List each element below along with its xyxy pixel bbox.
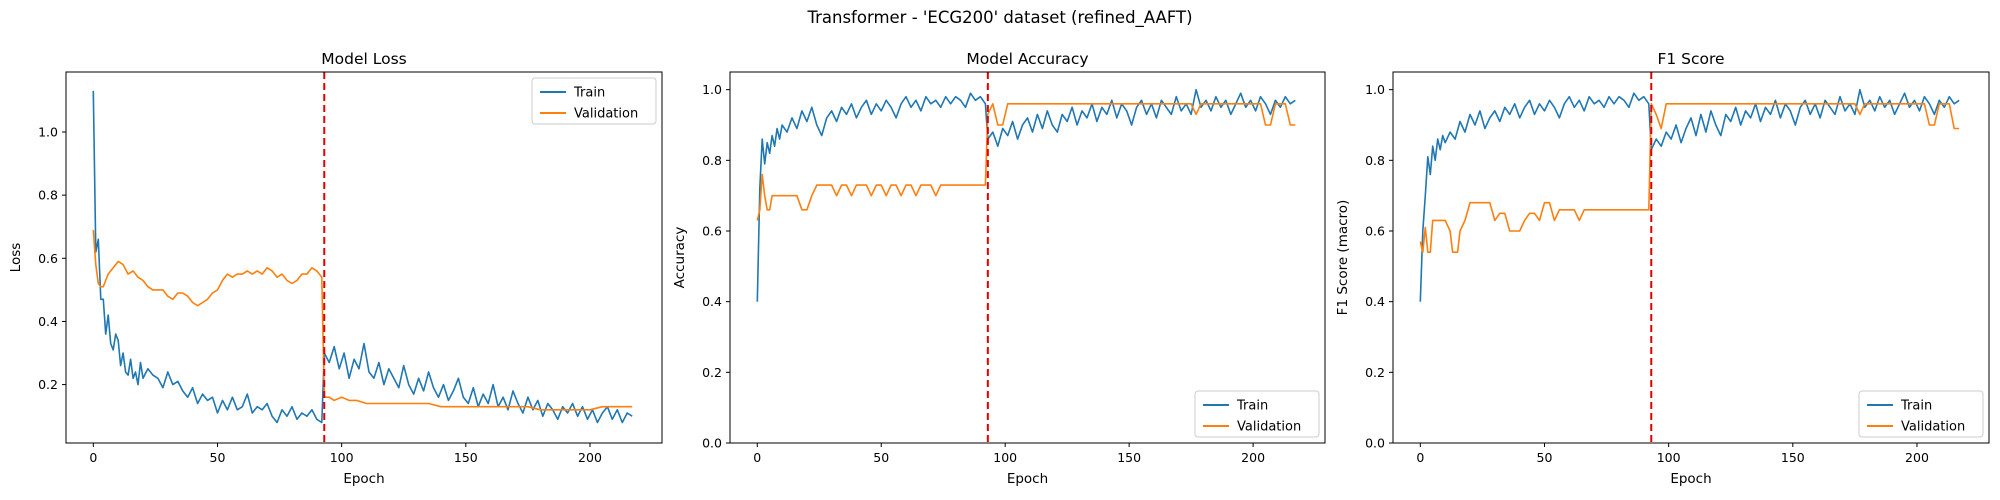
chart-title: Model Loss [321,50,406,68]
x-tick-label: 150 [1117,450,1141,465]
y-axis-label: F1 Score (macro) [1335,200,1351,316]
series-line-validation [1419,103,1960,253]
legend-label-validation: Validation [574,107,638,122]
y-tick-label: 0.8 [702,153,722,168]
y-tick-label: 1.0 [702,82,722,97]
x-tick-label: 200 [1241,450,1265,465]
figure-title: Transformer - 'ECG200' dataset (refined_… [807,8,1193,27]
y-tick-label: 0.8 [38,188,58,203]
x-tick-label: 0 [1416,450,1424,465]
x-tick-label: 200 [578,450,602,465]
x-tick-label: 0 [89,450,97,465]
y-tick-label: 0.2 [702,365,722,380]
x-tick-label: 50 [873,450,889,465]
legend-label-train: Train [1900,399,1932,414]
y-tick-label: 0.4 [702,294,722,309]
legend-label-validation: Validation [1237,420,1301,435]
series-line-train [756,88,1296,302]
x-tick-label: 150 [454,450,478,465]
legend-label-validation: Validation [1901,420,1965,435]
axes-frame [65,71,663,444]
legend: Train Validation [1858,390,1984,438]
chart-title: Model Accuracy [966,50,1088,68]
y-tick-label: 0.0 [1365,436,1385,451]
series-line-validation [92,229,633,411]
legend: Train Validation [531,77,657,125]
plot-area [756,72,1296,443]
x-axis-label: Epoch [1670,471,1711,487]
chart-model-accuracy: Model Accuracy Epoch Accuracy 0 50 100 150 200 0… [672,50,1326,487]
y-tick-label: 0.0 [702,436,722,451]
y-axis-label: Accuracy [672,227,688,289]
y-tick-label: 1.0 [1365,82,1385,97]
axes-frame [729,71,1326,444]
y-axis-label: Loss [8,243,24,273]
y-tick-label: 0.6 [1365,224,1385,239]
legend-label-train: Train [573,86,605,101]
chart-model-loss: Model Loss Epoch Loss 0 50 100 150 200 0.2 0.4 0.6… [8,50,663,487]
x-tick-label: 0 [753,450,761,465]
y-tick-label: 0.2 [1365,365,1385,380]
x-tick-label: 200 [1905,450,1929,465]
x-tick-label: 50 [210,450,226,465]
chart-title: F1 Score [1657,50,1724,68]
x-axis-label: Epoch [343,471,384,487]
series-line-validation [756,103,1296,221]
x-axis-label: Epoch [1007,471,1048,487]
plot-area [1419,72,1960,443]
y-tick-label: 0.4 [1365,294,1385,309]
y-tick-label: 0.6 [702,224,722,239]
x-tick-label: 150 [1781,450,1805,465]
series-line-train [92,90,633,424]
y-tick-label: 1.0 [38,124,58,139]
y-tick-label: 0.8 [1365,153,1385,168]
x-tick-label: 50 [1537,450,1553,465]
y-tick-label: 0.2 [38,377,58,392]
y-tick-label: 0.4 [38,314,58,329]
x-tick-label: 100 [1657,450,1681,465]
y-tick-label: 0.6 [38,251,58,266]
chart-f1-score: F1 Score Epoch F1 Score (macro) 0 50 100 150 20… [1335,50,1990,487]
axes-frame [1392,71,1990,444]
x-tick-label: 100 [330,450,354,465]
legend: Train Validation [1194,390,1320,438]
plot-area [92,72,633,443]
series-line-train [1419,88,1960,302]
x-tick-label: 100 [993,450,1017,465]
legend-label-train: Train [1236,399,1268,414]
